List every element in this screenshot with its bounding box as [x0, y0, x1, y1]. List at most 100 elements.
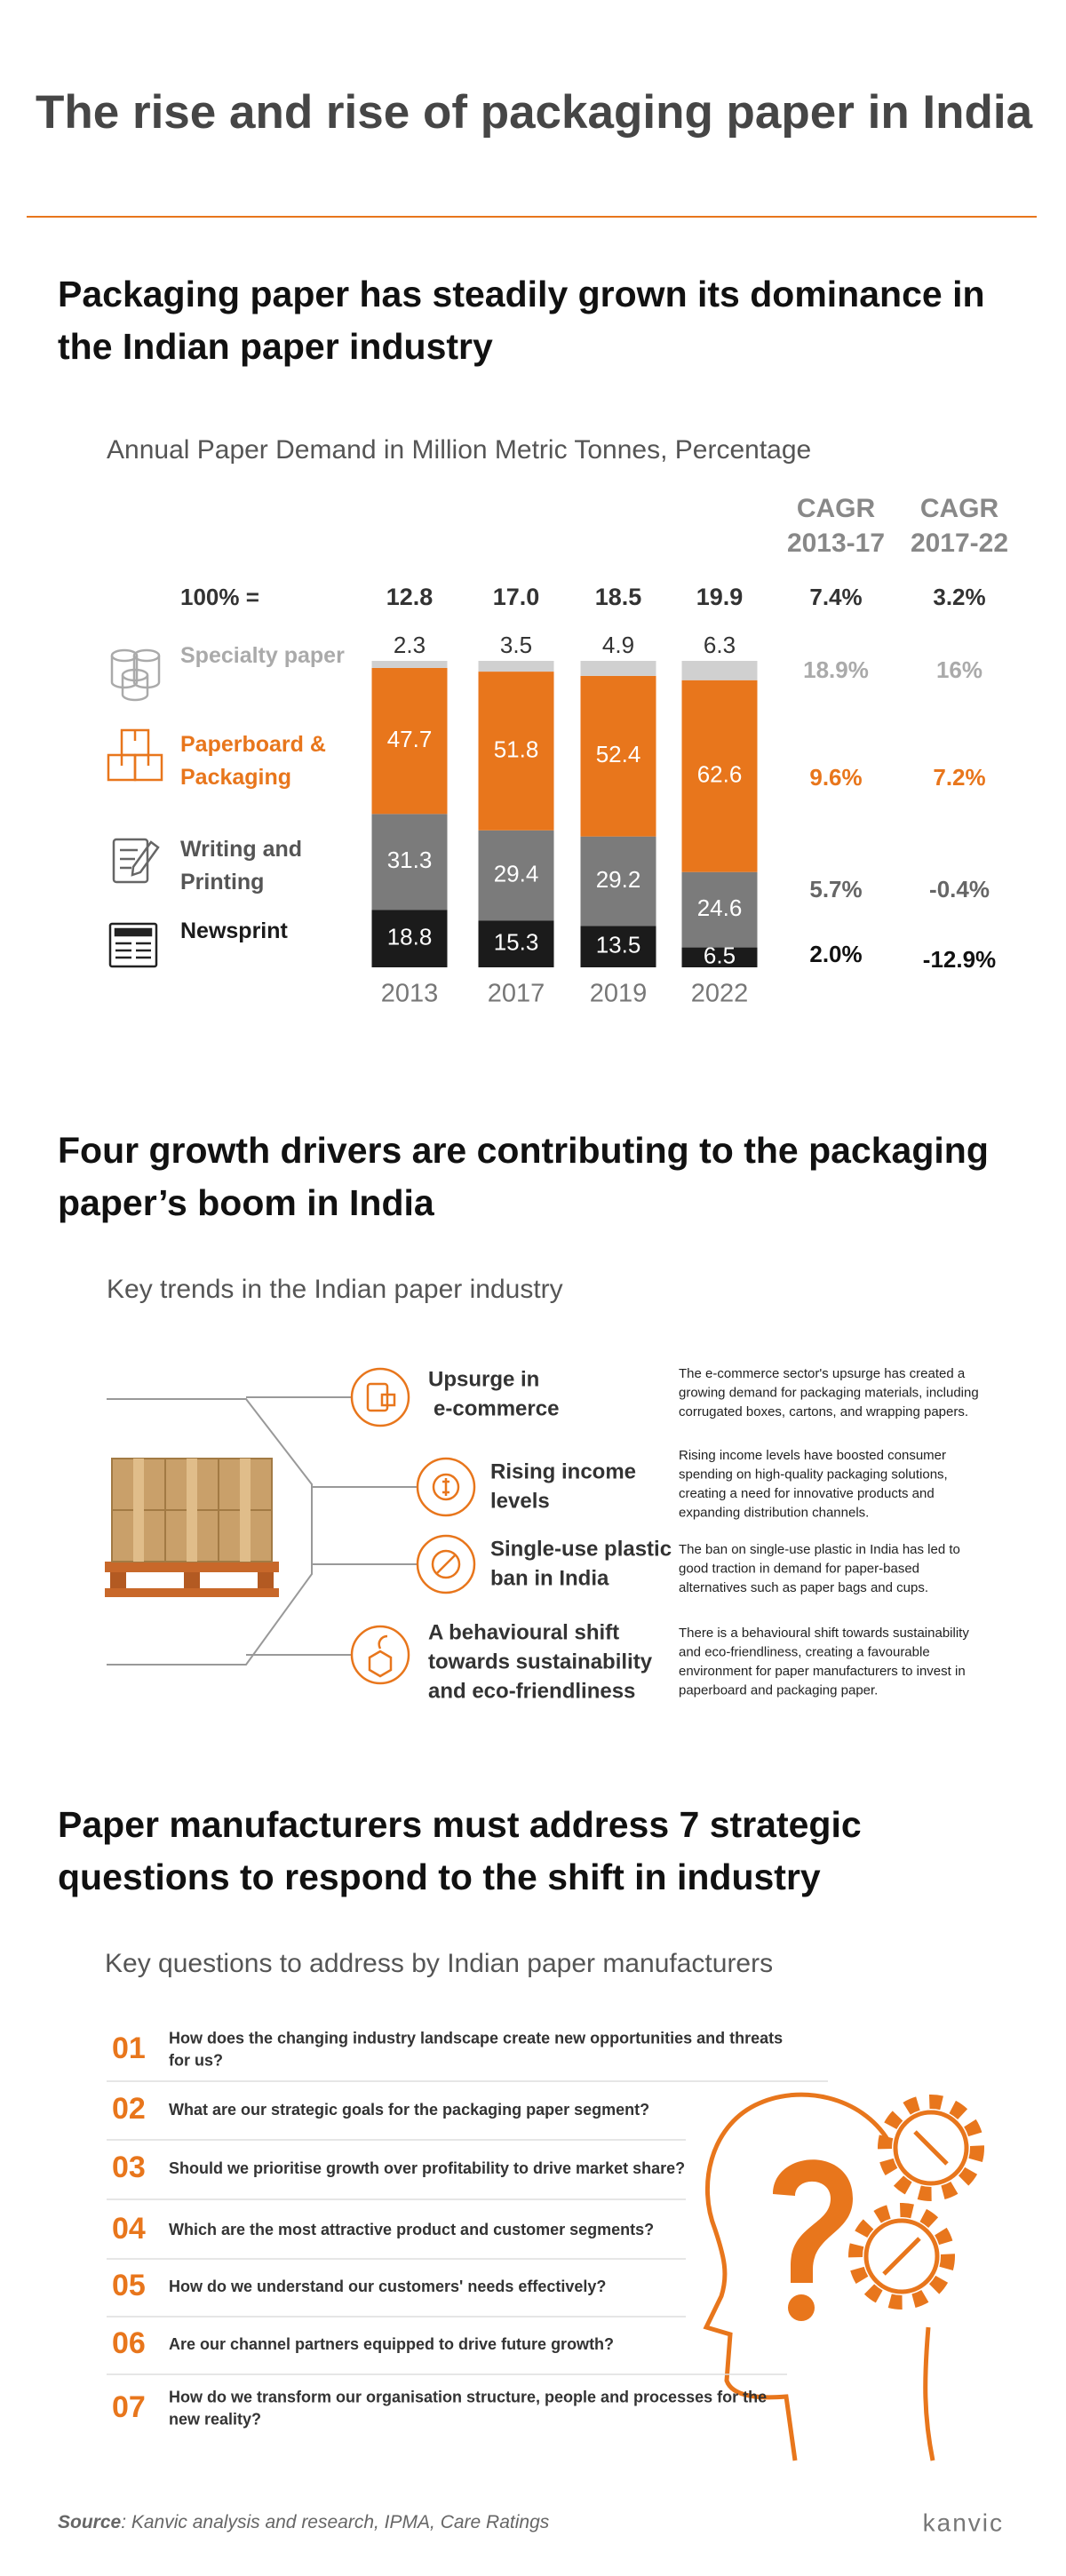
bar-segment — [478, 830, 554, 921]
total-cagr: 7.4% — [809, 584, 862, 610]
column-total: 18.5 — [595, 584, 642, 610]
icon-newsprint — [108, 922, 158, 968]
section-heading: Paper manufacturers must address 7 strat… — [58, 1804, 862, 1845]
bar-segment — [371, 667, 448, 815]
bar-segment — [371, 661, 448, 668]
driver-description: environment for paper manufacturers to i… — [679, 1664, 966, 1679]
question-text: How do we transform our organisation str… — [169, 2388, 767, 2405]
section-heading: the Indian paper industry — [58, 326, 493, 367]
column-total: 12.8 — [386, 584, 434, 610]
section-subtitle: Key trends in the Indian paper industry — [107, 1275, 563, 1304]
driver-title: Single-use plastic — [490, 1537, 672, 1561]
bar-segment — [478, 672, 554, 831]
driver-title: and eco-friendliness — [428, 1679, 635, 1703]
question-text: for us? — [169, 2051, 223, 2069]
chart-subtitle: Annual Paper Demand in Million Metric To… — [107, 435, 811, 465]
driver-description: The e-commerce sector's upsurge has crea… — [679, 1366, 966, 1381]
driver-description: alternatives such as paper bags and cups… — [679, 1580, 928, 1595]
icon-packaging — [107, 728, 163, 782]
section-heading: Four growth drivers are contributing to … — [58, 1130, 989, 1171]
bar-segment — [681, 947, 758, 967]
driver-title: A behavioural shift — [428, 1620, 619, 1644]
question-text: What are our strategic goals for the pac… — [169, 2101, 649, 2119]
driver-description: spending on high-quality packaging solut… — [679, 1467, 948, 1482]
cagr-value: 16% — [936, 656, 982, 683]
data-label: 13.5 — [596, 932, 641, 958]
question-text: How does the changing industry landscape… — [169, 2029, 783, 2047]
cagr-value: 9.6% — [809, 764, 862, 791]
column-total: 17.0 — [493, 584, 540, 610]
cagr-header: CAGR — [797, 494, 876, 523]
cagr-value: 18.9% — [803, 656, 869, 683]
data-label: 15.3 — [494, 928, 539, 955]
cagr-value: 2.0% — [809, 941, 862, 967]
legend-entry: Writing and Printing — [180, 837, 303, 894]
data-label: 4.9 — [602, 632, 634, 658]
page-title: The rise and rise of packaging paper in … — [36, 86, 1033, 139]
driver-description: paperboard and packaging paper. — [679, 1682, 878, 1697]
question-mark — [773, 2159, 853, 2321]
question-number: 04 — [112, 2212, 146, 2246]
question-text: new reality? — [169, 2410, 261, 2428]
data-label: 6.3 — [704, 632, 736, 658]
bar-segment — [580, 926, 656, 967]
question-number: 01 — [112, 2031, 146, 2065]
bar-segment — [478, 920, 554, 967]
head-icon — [703, 2092, 984, 2461]
data-label: 52.4 — [596, 741, 641, 767]
data-label: 62.6 — [697, 761, 743, 788]
bar-segment — [681, 661, 758, 680]
data-label: 24.6 — [697, 894, 743, 921]
total-label: 100% = — [180, 584, 259, 610]
bar-segment — [681, 680, 758, 872]
bar-segment — [371, 814, 448, 910]
cagr-header: 2013-17 — [787, 529, 885, 558]
question-number: 07 — [112, 2390, 146, 2424]
data-label: 51.8 — [494, 735, 539, 762]
x-tick-label: 2019 — [590, 980, 648, 1008]
data-label: 31.3 — [387, 847, 433, 873]
cagr-value: -12.9% — [923, 946, 996, 973]
cagr-header: 2017-22 — [911, 529, 1008, 558]
question-text: Which are the most attractive product an… — [169, 2221, 654, 2238]
question-text: Are our channel partners equipped to dri… — [169, 2335, 614, 2353]
bar-segment — [371, 910, 448, 967]
icon-specialty — [110, 648, 161, 702]
question-number: 02 — [112, 2092, 146, 2126]
driver-description: expanding distribution channels. — [679, 1505, 869, 1520]
brand: kanvic — [923, 2508, 1004, 2536]
driver-description: growing demand for packaging materials, … — [679, 1385, 979, 1400]
question-number: 05 — [112, 2269, 146, 2302]
x-tick-label: 2017 — [488, 980, 545, 1008]
driver-title: Upsurge in — [428, 1367, 539, 1391]
section-heading: Packaging paper has steadily grown its d… — [58, 274, 985, 314]
driver-description: The ban on single-use plastic in India h… — [679, 1542, 960, 1557]
driver-title: towards sustainability — [428, 1650, 653, 1674]
cagr-value: -0.4% — [929, 876, 990, 902]
driver-icons — [350, 1367, 476, 1685]
question-text: Should we prioritise growth over profita… — [169, 2159, 685, 2177]
driver-connectors — [107, 1396, 418, 1666]
data-label: 29.2 — [596, 866, 641, 893]
legend-entry: Paperboard & Packaging — [180, 732, 326, 790]
driver-description: corrugated boxes, cartons, and wrapping … — [679, 1404, 968, 1419]
source-label: Source — [58, 2512, 122, 2532]
data-label: 3.5 — [500, 632, 532, 658]
driver-description: Rising income levels have boosted consum… — [679, 1448, 946, 1463]
bar-segment — [580, 661, 656, 676]
driver-description: There is a behavioural shift towards sus… — [679, 1626, 969, 1641]
bar-segment — [681, 871, 758, 948]
cagr-value: 5.7% — [809, 876, 862, 902]
driver-description: creating a need for innovative products … — [679, 1486, 935, 1501]
x-tick-label: 2013 — [381, 980, 439, 1008]
section-heading: paper’s boom in India — [58, 1182, 435, 1223]
data-label: 29.4 — [494, 860, 539, 886]
driver-title: ban in India — [490, 1566, 609, 1590]
question-number: 06 — [112, 2326, 146, 2360]
section-heading: questions to respond to the shift in ind… — [58, 1856, 821, 1897]
total-cagr: 3.2% — [933, 584, 985, 610]
column-total: 19.9 — [696, 584, 744, 610]
data-label: 2.3 — [394, 632, 426, 658]
driver-title: levels — [490, 1489, 550, 1513]
